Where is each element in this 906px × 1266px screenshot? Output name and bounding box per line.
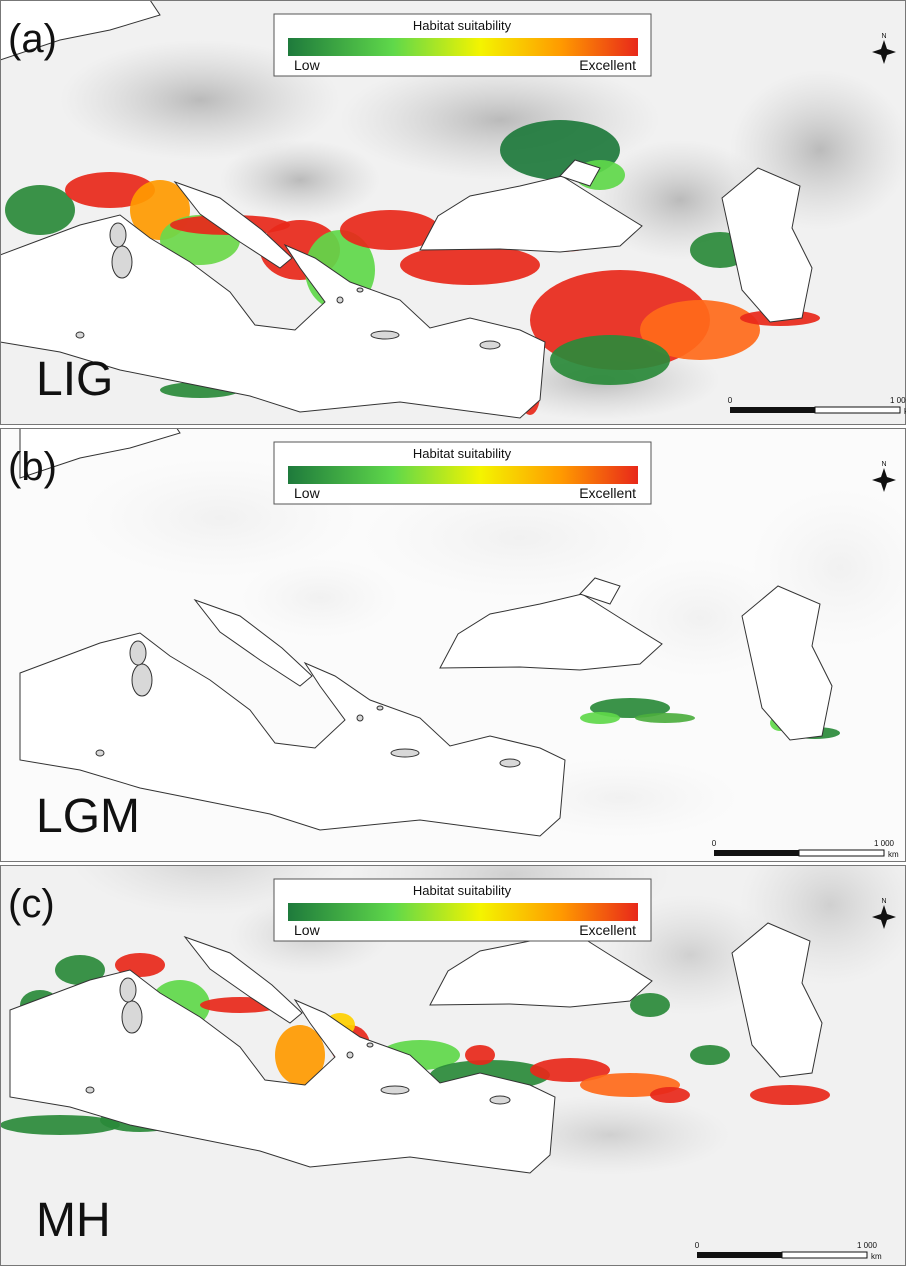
legend-high: Excellent xyxy=(579,57,636,73)
scale-white xyxy=(799,850,884,856)
suitability-area xyxy=(630,993,670,1017)
scale-unit: km xyxy=(888,850,899,859)
island xyxy=(490,1096,510,1104)
suitability-area xyxy=(690,1045,730,1065)
island xyxy=(337,297,343,303)
island xyxy=(347,1052,353,1058)
island xyxy=(377,706,383,710)
figure: (a) LIG Habitat suitability Low Excellent N 0 1… xyxy=(0,0,906,1266)
island xyxy=(391,749,419,757)
scale-unit: km xyxy=(871,1252,882,1261)
north-label: N xyxy=(881,33,886,40)
legend-gradient xyxy=(288,903,638,921)
legend-high: Excellent xyxy=(579,922,636,938)
legend: Habitat suitability Low Excellent xyxy=(274,14,651,76)
legend-title: Habitat suitability xyxy=(413,446,512,461)
legend: Habitat suitability Low Excellent xyxy=(274,442,651,504)
scale-white xyxy=(815,407,900,413)
period-label: MH xyxy=(36,1194,111,1247)
island xyxy=(367,1043,373,1047)
panel-label: (b) xyxy=(8,445,57,489)
legend-title: Habitat suitability xyxy=(413,883,512,898)
suitability-area xyxy=(465,1045,495,1065)
island xyxy=(86,1087,94,1093)
legend-high: Excellent xyxy=(579,485,636,501)
legend-title: Habitat suitability xyxy=(413,18,512,33)
island xyxy=(381,1086,409,1094)
legend-gradient xyxy=(288,38,638,56)
legend-gradient xyxy=(288,466,638,484)
suitability-area xyxy=(550,335,670,385)
map-panel: (a) LIG Habitat suitability Low Excellent N 0 1… xyxy=(0,0,906,425)
island xyxy=(357,715,363,721)
scale-start: 0 xyxy=(695,1241,700,1250)
suitability-area xyxy=(750,1085,830,1105)
island xyxy=(357,288,363,292)
island xyxy=(130,641,146,665)
north-label: N xyxy=(881,898,886,905)
panel-label: (c) xyxy=(8,882,55,926)
scale-black xyxy=(697,1252,782,1258)
island xyxy=(110,223,126,247)
scale-start: 0 xyxy=(712,839,717,848)
panel-label: (a) xyxy=(8,17,57,61)
island xyxy=(122,1001,142,1033)
island xyxy=(96,750,104,756)
island xyxy=(132,664,152,696)
scale-black xyxy=(714,850,799,856)
scale-start: 0 xyxy=(728,396,733,405)
suitability-area xyxy=(400,245,540,285)
island xyxy=(500,759,520,767)
legend-low: Low xyxy=(294,922,321,938)
island xyxy=(120,978,136,1002)
haze xyxy=(240,558,400,638)
period-label: LGM xyxy=(36,790,140,843)
suitability-area xyxy=(635,713,695,723)
legend-low: Low xyxy=(294,57,321,73)
north-label: N xyxy=(881,461,886,468)
island xyxy=(76,332,84,338)
scale-end: 1 000 xyxy=(874,839,895,848)
map-panel: (b) LGM Habitat suitability Low Excellent N 0 1… xyxy=(0,418,906,862)
island xyxy=(112,246,132,278)
island xyxy=(480,341,500,349)
suitability-area xyxy=(650,1087,690,1103)
period-label: LIG xyxy=(36,353,113,406)
scale-black xyxy=(730,407,815,413)
scale-end: 1 000 xyxy=(857,1241,878,1250)
scale-white xyxy=(782,1252,867,1258)
suitability-area xyxy=(5,185,75,235)
scale-end: 1 000 xyxy=(890,396,906,405)
suitability-area xyxy=(580,712,620,724)
island xyxy=(371,331,399,339)
haze xyxy=(220,140,380,220)
legend-low: Low xyxy=(294,485,321,501)
legend: Habitat suitability Low Excellent xyxy=(274,879,651,941)
